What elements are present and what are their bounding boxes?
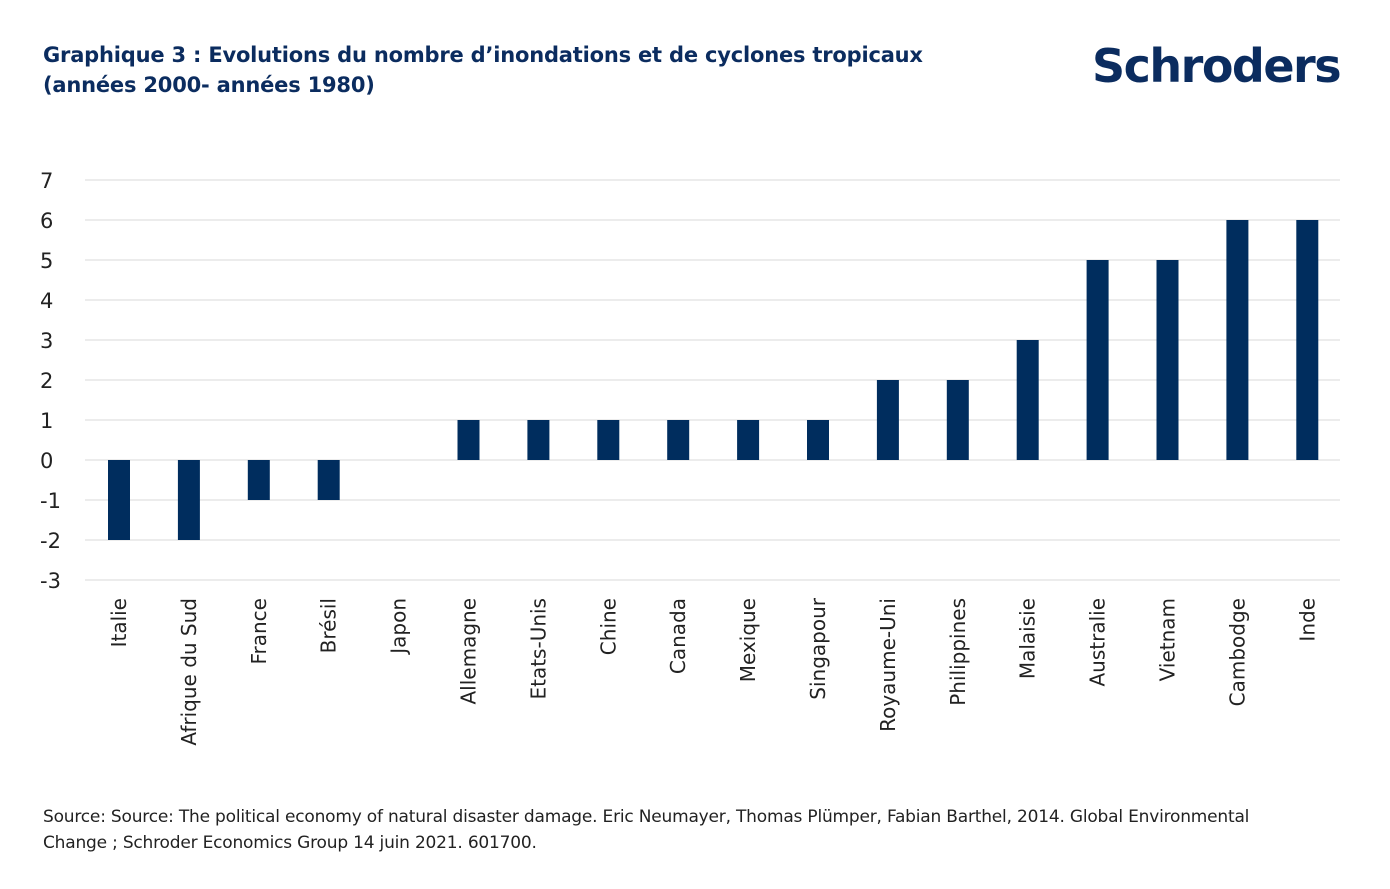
x-tick-label: Malaisie xyxy=(1016,598,1040,679)
bar xyxy=(457,420,480,460)
bar xyxy=(876,380,899,460)
y-tick-label: -2 xyxy=(40,529,61,553)
x-tick-label: Japon xyxy=(387,598,411,656)
x-tick-label: Philippines xyxy=(946,598,970,706)
bar xyxy=(737,420,760,460)
x-tick-label: Chine xyxy=(596,598,620,655)
x-tick-label: Cambodge xyxy=(1225,598,1249,706)
x-tick-label: Brésil xyxy=(317,598,341,653)
x-tick-label: Etats-Unis xyxy=(526,598,550,700)
y-tick-label: 3 xyxy=(40,329,53,353)
x-tick-label: Singapour xyxy=(806,597,830,699)
y-tick-label: 4 xyxy=(40,289,53,313)
x-tick-label: Royaume-Uni xyxy=(876,598,900,732)
bar xyxy=(807,420,829,460)
bar xyxy=(1296,220,1319,460)
bar xyxy=(667,420,690,460)
bar-chart: 7 6 5 4 3 2 1 0 -1 -2 -3 Italie Afrique du Sud France… xyxy=(40,169,1340,746)
source-note: Source: Source: The political economy of… xyxy=(43,804,1363,856)
bar xyxy=(1156,260,1179,460)
bar xyxy=(247,460,270,500)
y-tick-label: -1 xyxy=(40,489,61,513)
x-tick-label: Italie xyxy=(107,598,131,647)
chart-title-line-2: (années 2000- années 1980) xyxy=(43,73,375,97)
bar xyxy=(946,380,969,460)
chart-title: Graphique 3 : Evolutions du nombre d’ino… xyxy=(43,40,1003,100)
y-tick-label: 7 xyxy=(40,169,53,193)
bar xyxy=(597,420,620,460)
y-tick-label: 5 xyxy=(40,249,53,273)
bar xyxy=(177,460,200,540)
bar xyxy=(108,460,130,540)
x-tick-label: Allemagne xyxy=(457,598,481,705)
y-tick-label: 0 xyxy=(40,449,53,473)
x-tick-label: Vietnam xyxy=(1156,598,1180,681)
x-tick-label: Canada xyxy=(666,598,690,674)
x-tick-label: Afrique du Sud xyxy=(177,598,201,746)
bar xyxy=(1086,260,1109,460)
source-line-2: Change ; Schroder Economics Group 14 jui… xyxy=(43,833,537,853)
x-tick-label: Inde xyxy=(1295,598,1319,642)
bar xyxy=(317,460,340,500)
bar xyxy=(1226,220,1249,460)
y-tick-label: 1 xyxy=(40,409,53,433)
bar xyxy=(527,420,550,460)
x-tick-label: Mexique xyxy=(736,598,760,682)
chart-title-line-1: Graphique 3 : Evolutions du nombre d’ino… xyxy=(43,43,923,67)
x-tick-label: Australie xyxy=(1086,598,1110,687)
bar xyxy=(1016,340,1039,460)
y-tick-label: 6 xyxy=(40,209,53,233)
y-tick-label: -3 xyxy=(40,569,61,593)
source-line-1: Source: Source: The political economy of… xyxy=(43,807,1250,827)
y-tick-label: 2 xyxy=(40,369,53,393)
x-tick-label: France xyxy=(247,598,271,665)
schroders-logo: Schroders xyxy=(1092,39,1342,93)
